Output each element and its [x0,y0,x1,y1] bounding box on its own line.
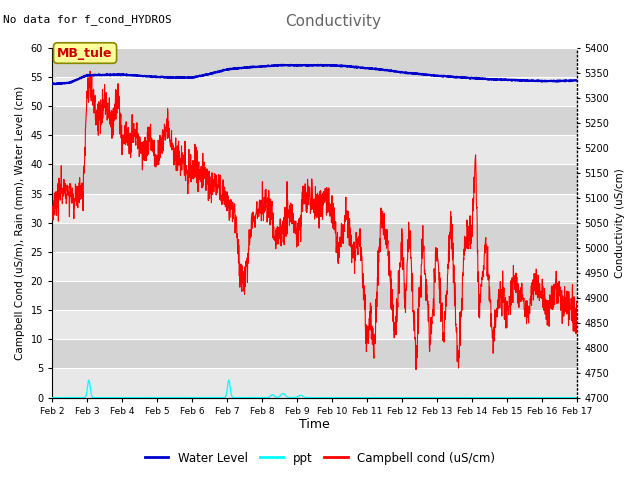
Bar [52,164,577,193]
Legend: Water Level, ppt, Campbell cond (uS/cm): Water Level, ppt, Campbell cond (uS/cm) [140,447,500,469]
Bar [52,48,577,77]
Y-axis label: Campbell Cond (uS/m), Rain (mm), Water Level (cm): Campbell Cond (uS/m), Rain (mm), Water L… [15,85,25,360]
Bar [52,310,577,339]
Text: Conductivity: Conductivity [285,14,381,29]
Bar [52,252,577,281]
Bar [52,369,577,397]
Bar [52,281,577,310]
Bar [52,106,577,135]
X-axis label: Time: Time [299,419,330,432]
Bar [52,135,577,164]
Bar [52,339,577,369]
Text: MB_tule: MB_tule [58,47,113,60]
Bar [52,223,577,252]
Text: No data for f_cond_HYDROS: No data for f_cond_HYDROS [3,14,172,25]
Bar [52,193,577,223]
Bar [52,77,577,106]
Y-axis label: Conductivity (uS/cm): Conductivity (uS/cm) [615,168,625,277]
